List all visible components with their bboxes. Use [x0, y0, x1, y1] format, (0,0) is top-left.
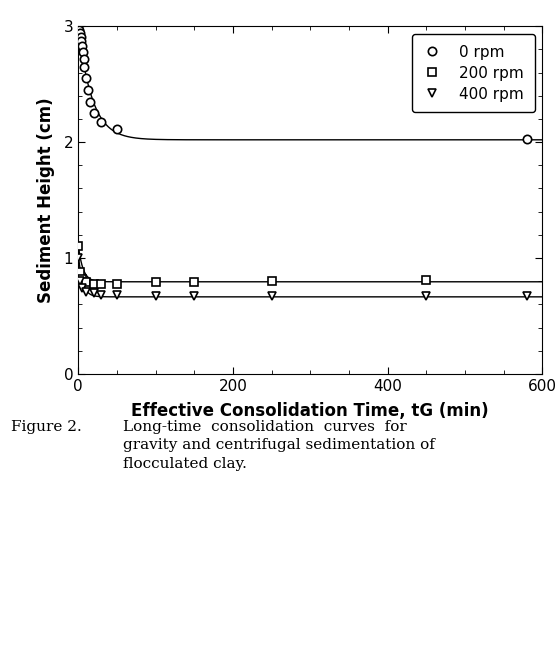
0 rpm — [79, 42, 86, 50]
0 rpm — [79, 48, 86, 56]
200 rpm — [91, 280, 97, 288]
400 rpm — [113, 291, 120, 299]
200 rpm — [77, 268, 83, 276]
0 rpm — [87, 98, 93, 106]
400 rpm — [423, 293, 430, 300]
0 rpm — [523, 134, 530, 142]
0 rpm — [83, 75, 89, 83]
400 rpm — [79, 284, 86, 292]
400 rpm — [191, 292, 198, 300]
400 rpm — [77, 277, 83, 285]
200 rpm — [79, 275, 86, 283]
200 rpm — [98, 280, 105, 288]
200 rpm — [152, 278, 159, 286]
400 rpm — [523, 293, 530, 300]
0 rpm — [113, 125, 120, 133]
Line: 200 rpm: 200 rpm — [74, 242, 430, 288]
0 rpm — [77, 33, 84, 41]
400 rpm — [268, 292, 275, 300]
0 rpm — [80, 54, 87, 62]
200 rpm — [268, 277, 275, 285]
Text: Figure 2.: Figure 2. — [11, 420, 82, 434]
0 rpm — [78, 37, 85, 45]
200 rpm — [191, 278, 198, 286]
Legend: 0 rpm, 200 rpm, 400 rpm: 0 rpm, 200 rpm, 400 rpm — [412, 34, 534, 112]
400 rpm — [98, 291, 105, 298]
0 rpm — [91, 110, 97, 117]
Line: 400 rpm: 400 rpm — [74, 254, 531, 300]
200 rpm — [113, 279, 120, 287]
400 rpm — [83, 288, 89, 296]
X-axis label: Effective Consolidation Time, tG (min): Effective Consolidation Time, tG (min) — [131, 402, 489, 420]
0 rpm — [77, 30, 83, 37]
0 rpm — [75, 22, 82, 30]
200 rpm — [75, 243, 82, 251]
400 rpm — [91, 289, 97, 297]
200 rpm — [83, 278, 89, 286]
400 rpm — [75, 254, 82, 262]
Text: Long-time  consolidation  curves  for
gravity and centrifugal sedimentation of
f: Long-time consolidation curves for gravi… — [123, 420, 435, 470]
0 rpm — [75, 26, 82, 33]
Y-axis label: Sediment Height (cm): Sediment Height (cm) — [37, 97, 55, 303]
200 rpm — [423, 276, 430, 284]
0 rpm — [81, 63, 88, 71]
400 rpm — [152, 292, 159, 300]
0 rpm — [98, 119, 105, 127]
Line: 0 rpm: 0 rpm — [74, 22, 531, 143]
0 rpm — [84, 86, 91, 94]
